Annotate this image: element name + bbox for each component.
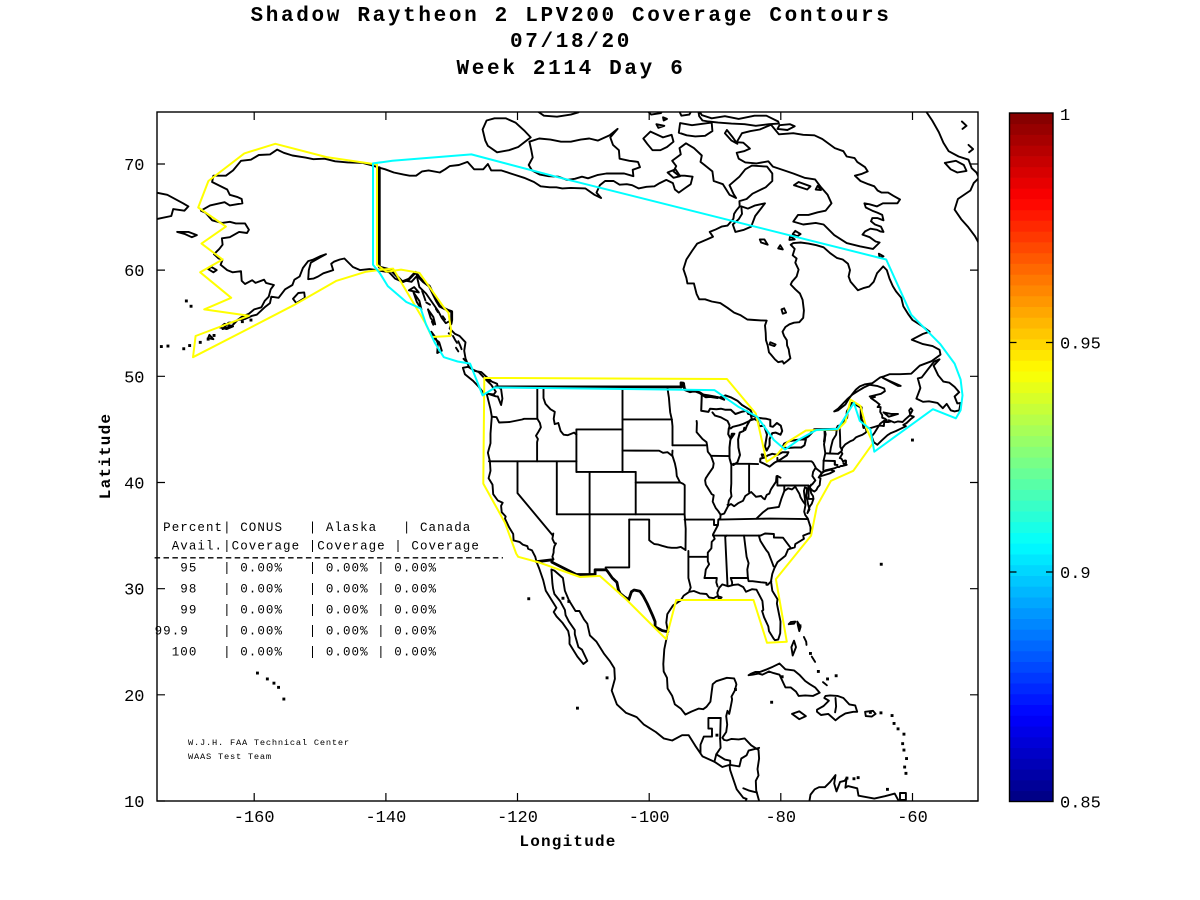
svg-text:99 | 0.00% | 0.00% | 0.00%: 99 | 0.00% | 0.00% | 0.00% xyxy=(155,604,438,618)
svg-text:Longitude: Longitude xyxy=(519,833,616,851)
svg-text:-60: -60 xyxy=(897,809,928,828)
svg-text:60: 60 xyxy=(124,263,144,282)
svg-text:99.9 | 0.00% | 0.00% | 0.: 99.9 | 0.00% | 0.00% | 0.00% xyxy=(155,625,438,639)
svg-text:WAAS Test Team: WAAS Test Team xyxy=(188,752,272,762)
svg-text:-140: -140 xyxy=(365,809,406,828)
svg-text:Shadow Raytheon 2 LPV200 Cover: Shadow Raytheon 2 LPV200 Coverage Contou… xyxy=(250,5,891,28)
svg-text:Latitude: Latitude xyxy=(97,413,115,499)
svg-text:-120: -120 xyxy=(497,809,538,828)
svg-text:10: 10 xyxy=(124,794,144,813)
svg-text:0.85: 0.85 xyxy=(1060,795,1101,814)
svg-text:95 | 0.00% | 0.00% | 0.00%: 95 | 0.00% | 0.00% | 0.00% xyxy=(155,562,438,576)
svg-text:40: 40 xyxy=(124,476,144,495)
svg-text:1: 1 xyxy=(1060,107,1070,126)
svg-text:30: 30 xyxy=(124,582,144,601)
svg-text:Week 2114 Day 6: Week 2114 Day 6 xyxy=(457,58,686,81)
svg-text:07/18/20: 07/18/20 xyxy=(510,31,632,54)
svg-text:Avail.|Coverage |Coverage | Co: Avail.|Coverage |Coverage | Coverage xyxy=(155,540,480,554)
svg-text:-100: -100 xyxy=(629,809,670,828)
svg-text:0.95: 0.95 xyxy=(1060,336,1101,355)
svg-text:20: 20 xyxy=(124,688,144,707)
svg-text:W.J.H. FAA Technical Center: W.J.H. FAA Technical Center xyxy=(188,738,350,748)
svg-text:Percent| CONUS | Alaska |: Percent| CONUS | Alaska | Canada xyxy=(155,521,472,535)
svg-text:98 | 0.00% | 0.00% | 0.00%: 98 | 0.00% | 0.00% | 0.00% xyxy=(155,583,438,597)
svg-text:0.9: 0.9 xyxy=(1060,565,1091,584)
svg-text:100 | 0.00% | 0.00% | 0.00: 100 | 0.00% | 0.00% | 0.00% xyxy=(155,645,438,659)
svg-text:70: 70 xyxy=(124,157,144,176)
svg-text:50: 50 xyxy=(124,369,144,388)
svg-text:-80: -80 xyxy=(765,809,796,828)
svg-text:-160: -160 xyxy=(234,809,275,828)
